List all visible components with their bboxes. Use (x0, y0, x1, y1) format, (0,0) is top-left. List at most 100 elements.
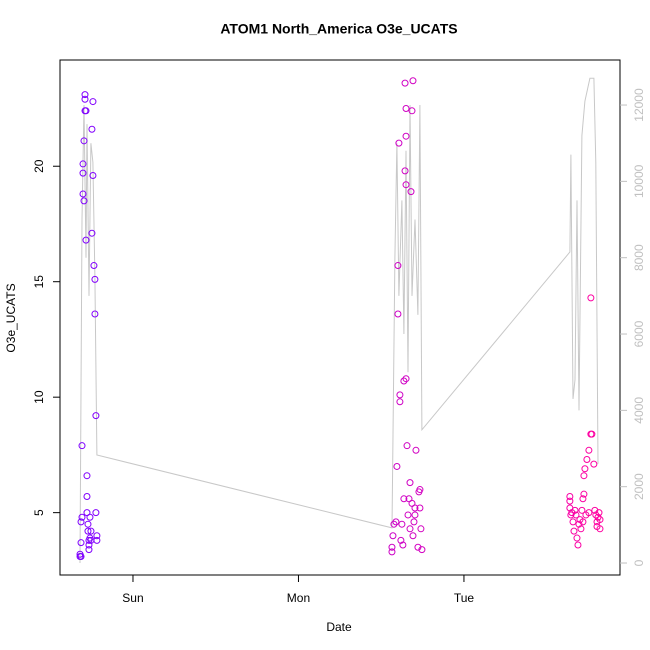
point (81, 95, 89, 103)
y-tick-label: 10 (32, 390, 46, 404)
point (402, 132, 410, 140)
point (566, 492, 574, 500)
point (590, 460, 598, 468)
x-tick-label: Tue (454, 591, 475, 605)
point (79, 169, 87, 177)
point (388, 548, 396, 556)
point (400, 377, 408, 385)
point (83, 492, 91, 500)
point (81, 91, 89, 99)
y-tick-label: 5 (32, 509, 46, 516)
point (77, 553, 85, 561)
point (90, 262, 98, 270)
point (594, 513, 602, 521)
y2-tick-label: 12000 (632, 88, 646, 122)
point (403, 442, 411, 450)
y2-tick-label: 10000 (632, 164, 646, 198)
point (77, 518, 85, 526)
point (393, 462, 401, 470)
plot-frame (59, 59, 621, 576)
altitude-line (79, 77, 599, 564)
point (406, 479, 414, 487)
point (574, 541, 582, 549)
point (77, 539, 85, 547)
point (390, 520, 398, 528)
point (85, 541, 93, 549)
point (91, 275, 99, 283)
point (88, 125, 96, 133)
point (398, 520, 406, 528)
point (575, 520, 583, 528)
point (92, 412, 100, 420)
point (389, 532, 397, 540)
point (402, 375, 410, 383)
point (79, 160, 87, 168)
point (92, 509, 100, 517)
y2-tick-label: 8000 (632, 244, 646, 271)
point (85, 546, 93, 554)
point (78, 442, 86, 450)
point (417, 525, 425, 533)
point (83, 472, 91, 480)
point (396, 398, 404, 406)
point (570, 527, 578, 535)
point (569, 518, 577, 526)
point (82, 236, 90, 244)
point (395, 139, 403, 147)
point (404, 511, 412, 519)
point (80, 197, 88, 205)
point (87, 527, 95, 535)
point (88, 229, 96, 237)
point (401, 79, 409, 87)
point (572, 511, 580, 519)
point (388, 543, 396, 551)
point (416, 504, 424, 512)
y2-tick-label: 2000 (632, 473, 646, 500)
y2-tick-label: 6000 (632, 320, 646, 347)
point (579, 518, 587, 526)
point (596, 516, 604, 524)
point (409, 77, 417, 85)
point (571, 506, 579, 514)
point (588, 430, 596, 438)
point (91, 310, 99, 318)
point (585, 509, 593, 517)
point (573, 534, 581, 542)
point (580, 472, 588, 480)
point (406, 525, 414, 533)
point (410, 518, 418, 526)
point (80, 137, 88, 145)
point (418, 546, 426, 554)
y2-tick-label: 0 (632, 559, 646, 566)
point (394, 310, 402, 318)
point (93, 536, 101, 544)
point (583, 456, 591, 464)
point (591, 506, 599, 514)
point (585, 446, 593, 454)
point (394, 262, 402, 270)
point (577, 525, 585, 533)
point (412, 446, 420, 454)
point (399, 541, 407, 549)
point (89, 171, 97, 179)
point (396, 391, 404, 399)
x-tick-label: Sun (122, 591, 143, 605)
point (581, 465, 589, 473)
point (397, 536, 405, 544)
point (84, 520, 92, 528)
point (409, 532, 417, 540)
point (84, 527, 92, 535)
point (566, 497, 574, 505)
point (580, 490, 588, 498)
point (93, 532, 101, 540)
point (79, 190, 87, 198)
point (416, 486, 424, 494)
point (596, 525, 604, 533)
y-tick-label: 15 (32, 275, 46, 289)
chart-title: ATOM1 North_America O3e_UCATS (220, 21, 457, 37)
point (579, 495, 587, 503)
point (408, 107, 416, 115)
point (411, 511, 419, 519)
point (407, 188, 415, 196)
